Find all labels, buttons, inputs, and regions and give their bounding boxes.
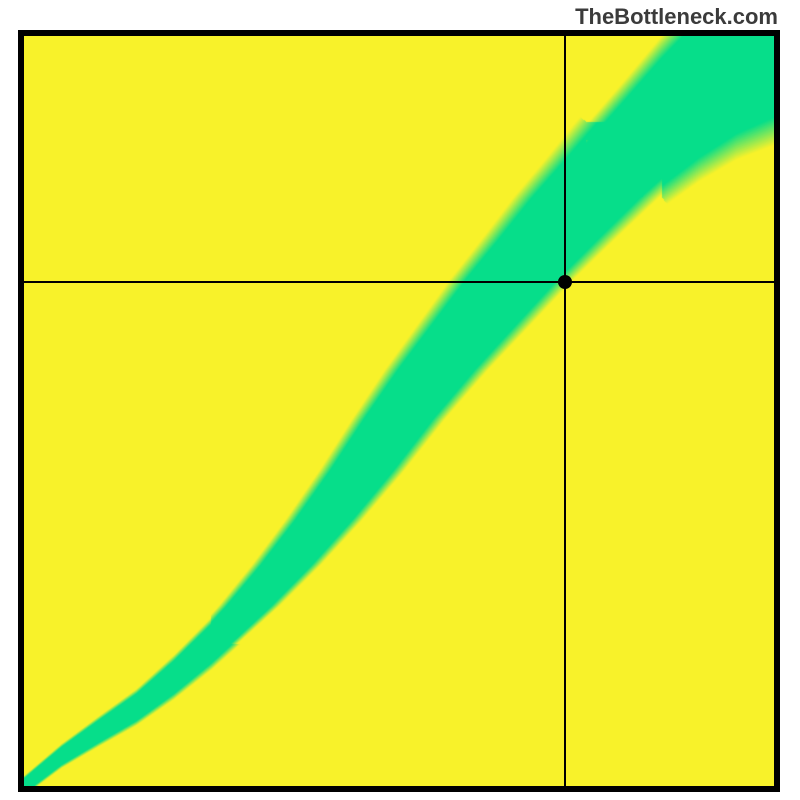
watermark-text: TheBottleneck.com [575, 4, 778, 30]
plot-frame [18, 30, 780, 792]
chart-container: TheBottleneck.com [0, 0, 800, 800]
